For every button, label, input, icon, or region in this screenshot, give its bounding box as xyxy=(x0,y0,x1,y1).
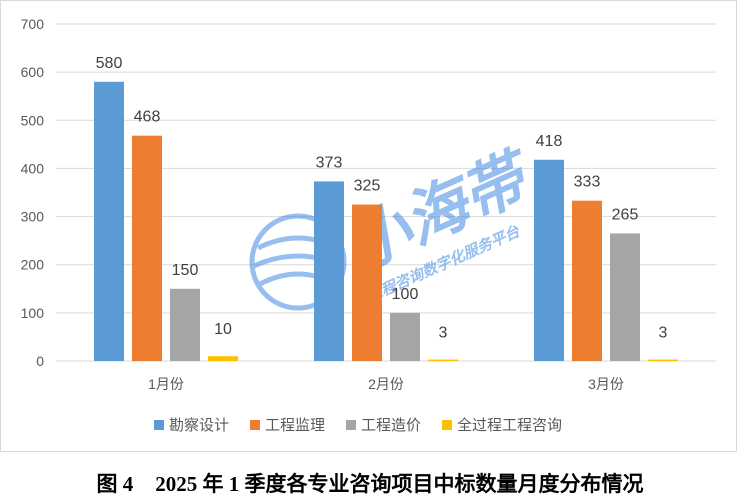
bar xyxy=(610,233,640,361)
legend-label: 勘察设计 xyxy=(169,416,229,434)
legend: 勘察设计 工程监理 工程造价 全过程工程咨询 xyxy=(154,416,562,434)
bar xyxy=(572,200,602,361)
data-label: 333 xyxy=(574,174,601,191)
y-tick-label: 700 xyxy=(21,16,45,32)
data-label: 468 xyxy=(134,109,161,126)
data-label: 265 xyxy=(612,206,639,223)
legend-label: 工程造价 xyxy=(361,417,421,434)
data-label: 100 xyxy=(392,286,419,303)
bar-chart: 0 100 200 300 400 500 600 700 小海帯 工程咨询数字化服务平台 5… xyxy=(21,16,716,434)
legend-label: 全过程工程咨询 xyxy=(457,416,562,434)
data-label: 418 xyxy=(536,133,563,150)
bar xyxy=(352,204,382,361)
x-category-label: 1月份 xyxy=(148,376,184,392)
legend-swatch xyxy=(442,420,452,430)
x-category-label: 2月份 xyxy=(368,376,404,392)
data-label: 150 xyxy=(172,262,199,279)
y-tick-label: 500 xyxy=(21,112,45,128)
bar xyxy=(208,356,238,361)
bar xyxy=(390,312,420,361)
data-label: 3 xyxy=(439,325,448,342)
bar xyxy=(534,159,564,361)
legend-label: 工程监理 xyxy=(265,417,325,434)
bar xyxy=(314,181,344,361)
figure-caption-text: 2025 年 1 季度各专业咨询项目中标数量月度分布情况 xyxy=(155,472,644,496)
bar xyxy=(94,81,124,362)
legend-swatch xyxy=(250,420,260,430)
figure-caption: 图 4 2025 年 1 季度各专业咨询项目中标数量月度分布情况 xyxy=(0,468,740,498)
figure-number: 图 4 xyxy=(96,472,134,496)
data-label: 373 xyxy=(316,154,343,171)
watermark: 小海帯 工程咨询数字化服务平台 xyxy=(249,137,545,311)
y-tick-label: 100 xyxy=(21,305,45,321)
data-label: 10 xyxy=(214,321,232,338)
y-tick-label: 200 xyxy=(21,257,45,273)
data-label: 325 xyxy=(354,178,381,195)
data-label: 580 xyxy=(96,55,123,72)
y-tick-label: 0 xyxy=(36,353,44,369)
y-tick-label: 300 xyxy=(21,209,45,225)
x-axis-category-labels: 1月份 2月份 3月份 xyxy=(148,376,624,392)
y-tick-label: 600 xyxy=(21,64,45,80)
data-label: 3 xyxy=(659,325,668,342)
y-tick-label: 400 xyxy=(21,160,45,176)
y-axis-tick-labels: 0 100 200 300 400 500 600 700 xyxy=(21,16,45,369)
gridlines xyxy=(56,23,716,362)
legend-swatch xyxy=(346,420,356,430)
legend-swatch xyxy=(154,420,164,430)
bar xyxy=(428,359,458,361)
bar xyxy=(132,135,162,361)
bars xyxy=(94,81,678,362)
data-labels: 580 468 150 10 373 325 100 3 418 333 265 3 xyxy=(96,55,668,342)
bar xyxy=(648,359,678,361)
x-category-label: 3月份 xyxy=(588,376,624,392)
bar xyxy=(170,288,200,361)
